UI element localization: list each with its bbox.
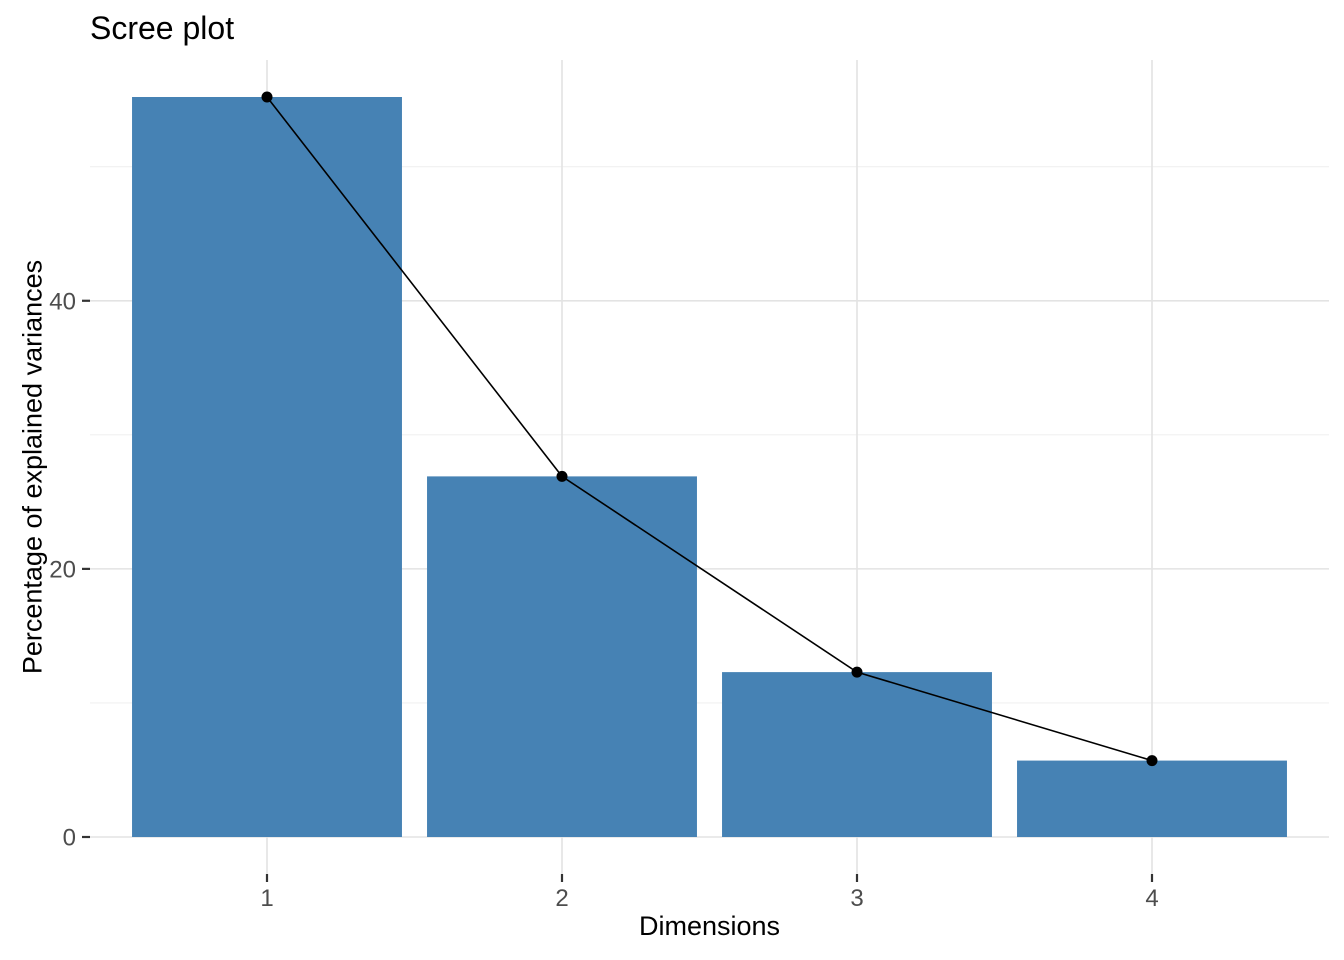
data-point <box>261 91 273 103</box>
bar <box>427 476 697 837</box>
data-point <box>851 666 863 678</box>
y-tick-label: 40 <box>49 288 76 315</box>
scree-line <box>266 96 1153 762</box>
bar <box>1017 760 1287 837</box>
bar <box>132 97 402 837</box>
data-point <box>556 470 568 482</box>
y-tick-label: 20 <box>49 556 76 583</box>
x-tick-label: 1 <box>260 885 273 912</box>
bar <box>722 672 992 837</box>
x-tick-label: 4 <box>1145 885 1158 912</box>
plot-title: Scree plot <box>90 10 235 46</box>
y-tick-label: 0 <box>63 825 76 852</box>
x-tick-label: 3 <box>850 885 863 912</box>
data-point <box>1146 755 1158 767</box>
x-tick-label: 2 <box>555 885 568 912</box>
x-axis-title: Dimensions <box>638 911 781 941</box>
